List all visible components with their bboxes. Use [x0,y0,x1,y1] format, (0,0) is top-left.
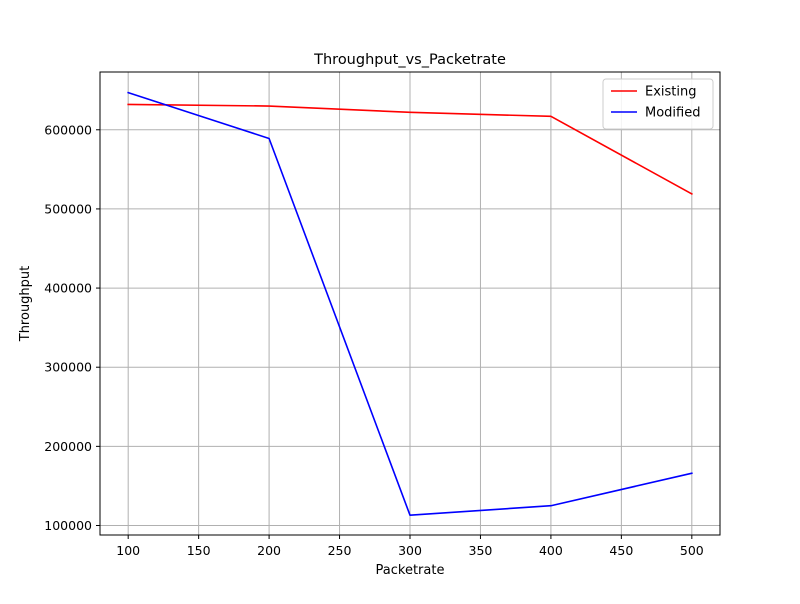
y-axis-label: Throughput [18,266,33,343]
x-tick-label: 150 [187,543,211,558]
y-tick-label: 300000 [44,360,92,375]
y-tick-label: 600000 [44,122,92,137]
x-tick-label: 200 [257,543,281,558]
x-tick-label: 450 [609,543,633,558]
y-tick-label: 100000 [44,518,92,533]
y-tick-label: 400000 [44,281,92,296]
x-axis-label: Packetrate [376,563,445,578]
x-tick-label: 300 [398,543,422,558]
legend-label-modified: Modified [645,106,700,121]
series-line-modified [127,91,693,517]
series-line-existing [127,103,693,195]
x-tick-label: 500 [680,543,704,558]
x-tick-label: 350 [469,543,493,558]
x-tick-label: 400 [539,543,563,558]
chart-title: Throughput_vs_Packetrate [313,52,506,68]
series-lines [127,91,693,517]
x-tick-label: 250 [328,543,352,558]
legend: Existing Modified [602,78,714,130]
plot-frame [99,71,721,536]
axis-ticks: 100 150 200 250 300 350 400 450 500 100000 200000 3… [44,122,704,558]
y-tick-label: 500000 [44,201,92,216]
x-tick-label: 100 [116,543,140,558]
legend-label-existing: Existing [645,85,697,100]
grid-lines [100,72,720,535]
y-tick-label: 200000 [44,439,92,454]
